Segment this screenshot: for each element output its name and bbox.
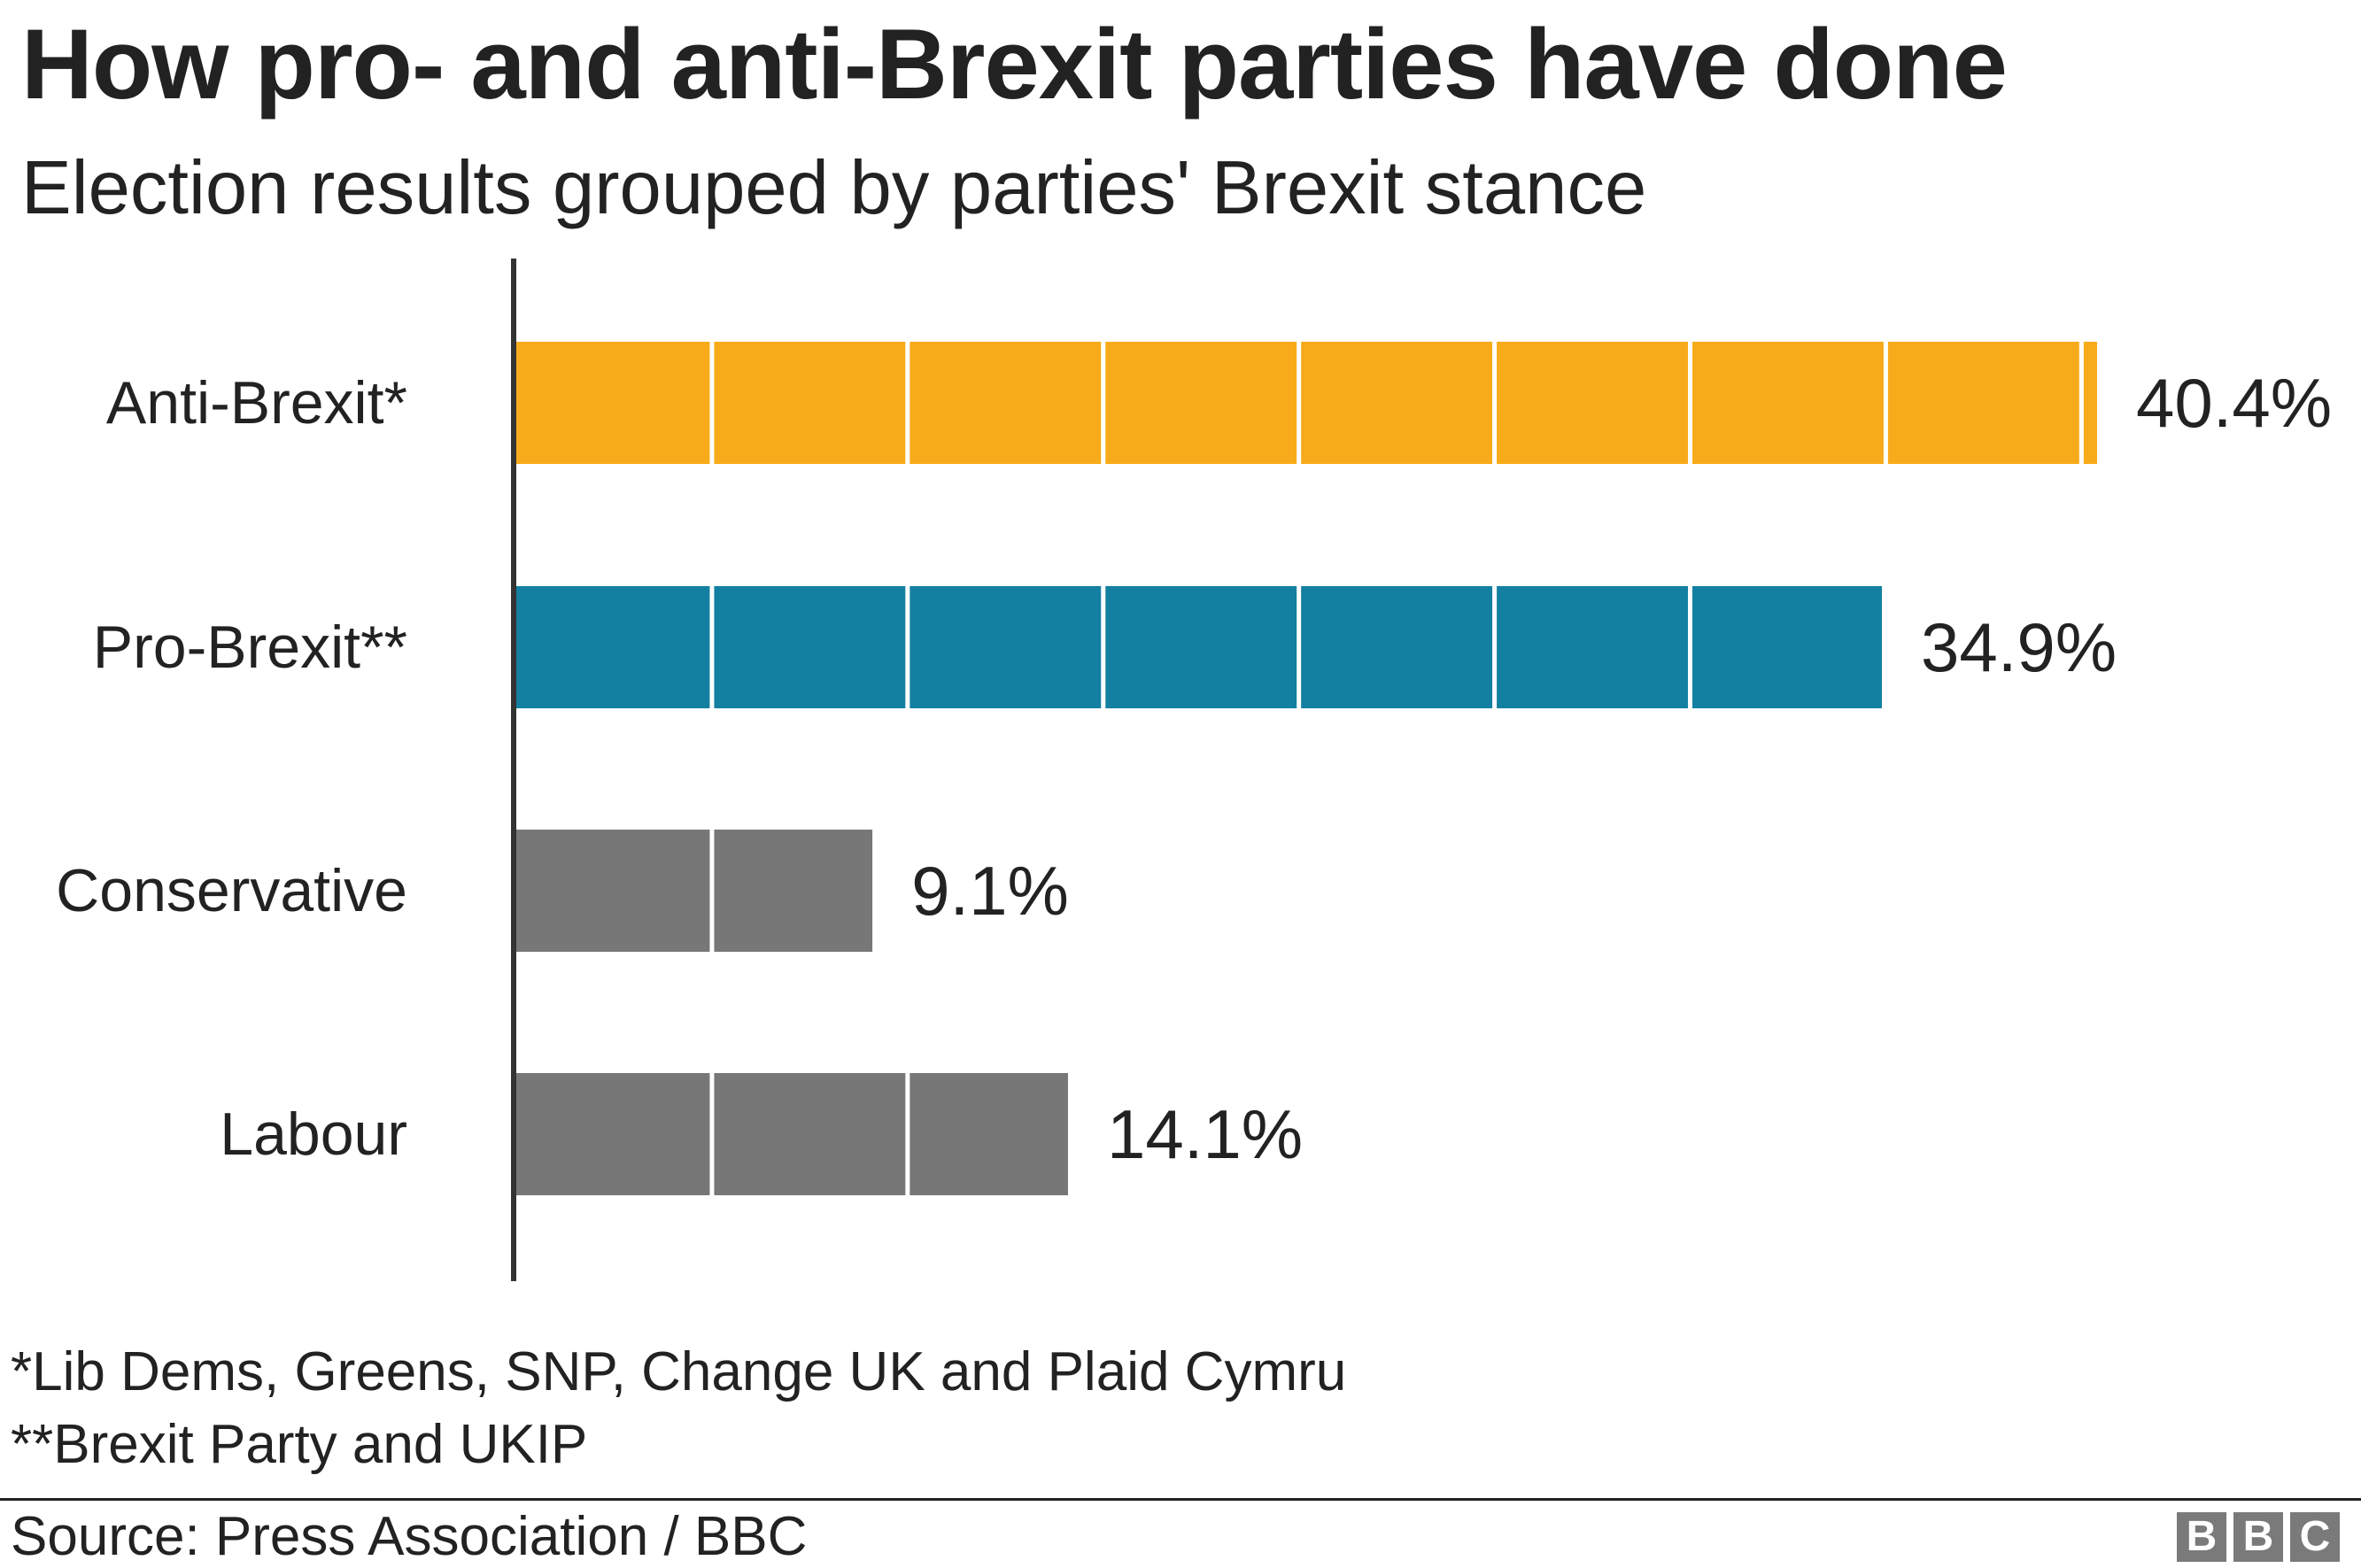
bar-segment-divider <box>1883 342 1888 464</box>
category-label: Pro-Brexit** <box>93 614 407 681</box>
bar-segment-divider <box>1101 586 1106 708</box>
value-label: 9.1% <box>911 852 1069 930</box>
value-label: 34.9% <box>1921 608 2117 686</box>
bar-segment-divider <box>905 342 910 464</box>
bbc-logo: B B C <box>2177 1512 2340 1562</box>
bar-chart: Anti-Brexit* 40.4% Pro-Brexit** 34.9% Conser… <box>56 259 2332 1281</box>
bar-segment-divider <box>709 586 715 708</box>
footnote-pro-brexit: **Brexit Party and UKIP <box>11 1414 588 1475</box>
category-label: Anti-Brexit* <box>106 369 407 436</box>
bbc-logo-block: C <box>2290 1512 2340 1562</box>
bbc-logo-block: B <box>2177 1512 2226 1562</box>
bar-segment-divider <box>1492 586 1498 708</box>
bar-segment-divider <box>709 830 715 952</box>
value-label: 40.4% <box>2136 364 2332 442</box>
bar-segment-divider <box>905 586 910 708</box>
bar-segment-divider <box>1687 586 1692 708</box>
bbc-logo-block: B <box>2233 1512 2283 1562</box>
bar-segment-divider <box>1101 342 1106 464</box>
chart-subtitle: Election results grouped by parties' Bre… <box>21 146 1647 230</box>
bar-segment-divider <box>709 342 715 464</box>
bar <box>516 586 1882 708</box>
value-label: 14.1% <box>1107 1095 1303 1173</box>
bar <box>516 830 873 952</box>
footer-divider <box>0 1498 2361 1501</box>
bar <box>516 1073 1068 1195</box>
bar-segment-divider <box>1492 342 1498 464</box>
bar-segment-divider <box>1297 342 1302 464</box>
bar-segment-divider <box>709 1073 715 1195</box>
bar-segment-divider <box>905 1073 910 1195</box>
category-label: Conservative <box>56 857 407 924</box>
chart-title: How pro- and anti-Brexit parties have do… <box>21 9 2008 120</box>
bar-segment-divider <box>1297 586 1302 708</box>
category-label: Labour <box>220 1101 407 1168</box>
source-note: Source: Press Association / BBC <box>11 1506 808 1567</box>
footnote-anti-brexit: *Lib Dems, Greens, SNP, Change UK and Pl… <box>11 1341 1347 1402</box>
bar-segment-divider <box>2078 342 2084 464</box>
bar <box>516 342 2097 464</box>
bar-segment-divider <box>1687 342 1692 464</box>
